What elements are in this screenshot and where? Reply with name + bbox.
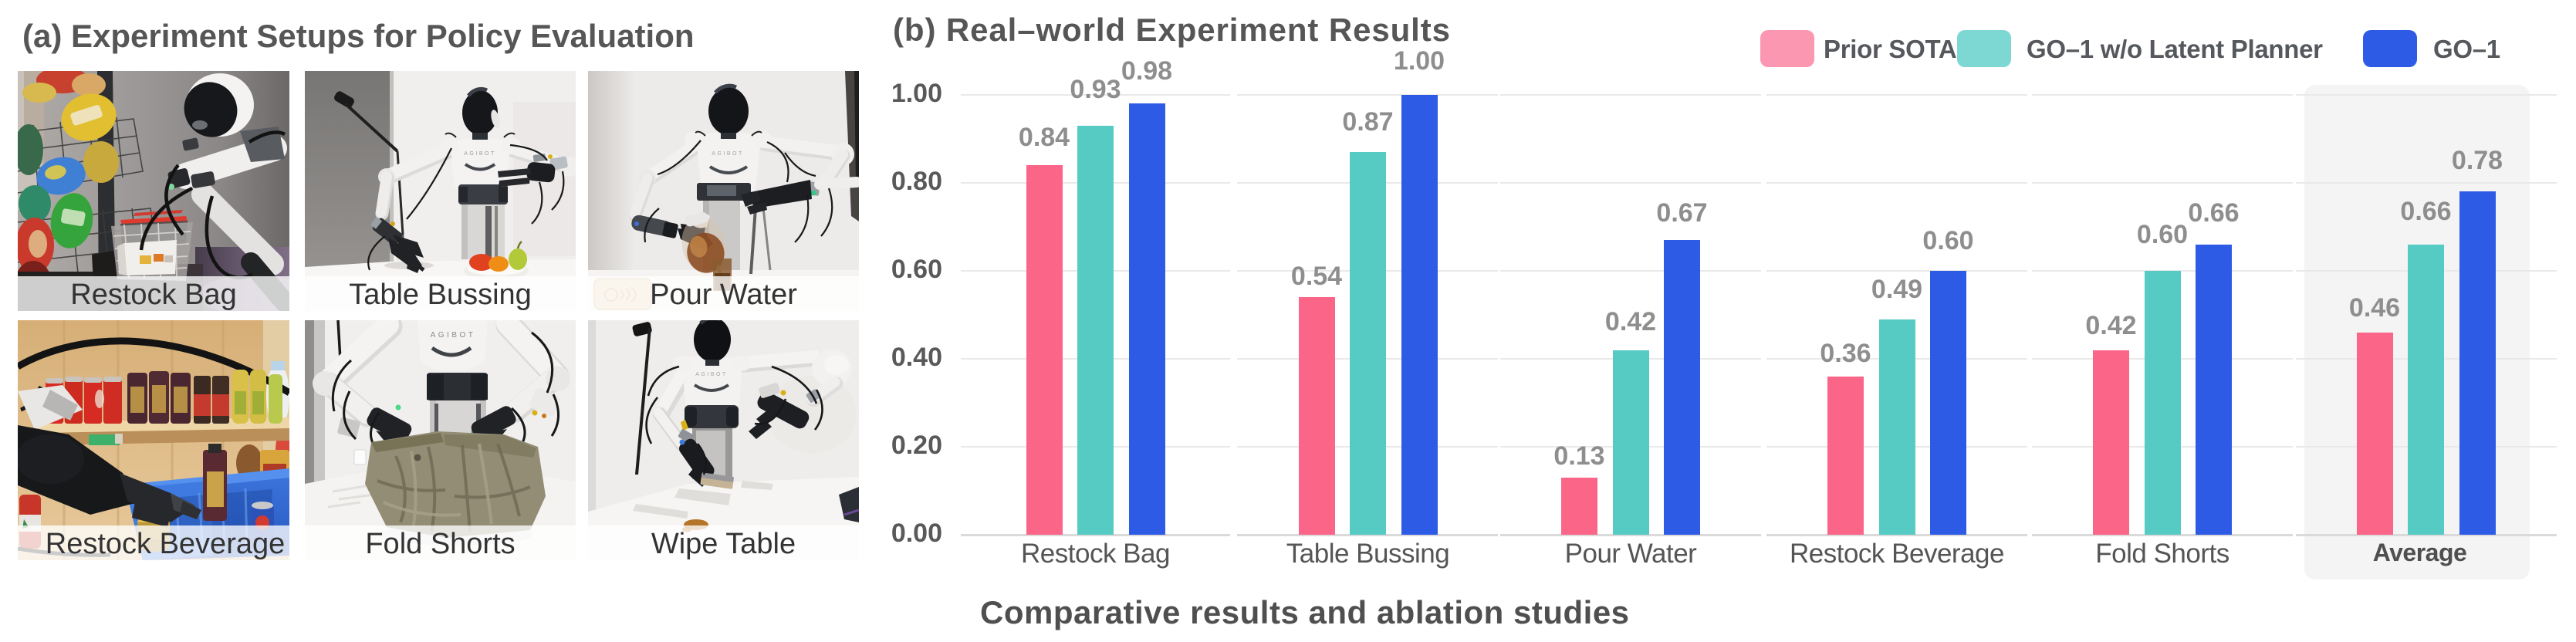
- svg-text:AGIBOT: AGIBOT: [464, 151, 495, 157]
- svg-text:AGIBOT: AGIBOT: [695, 372, 727, 377]
- svg-text:AGIBOT: AGIBOT: [431, 331, 476, 340]
- svg-text:AGIBOT: AGIBOT: [712, 151, 743, 157]
